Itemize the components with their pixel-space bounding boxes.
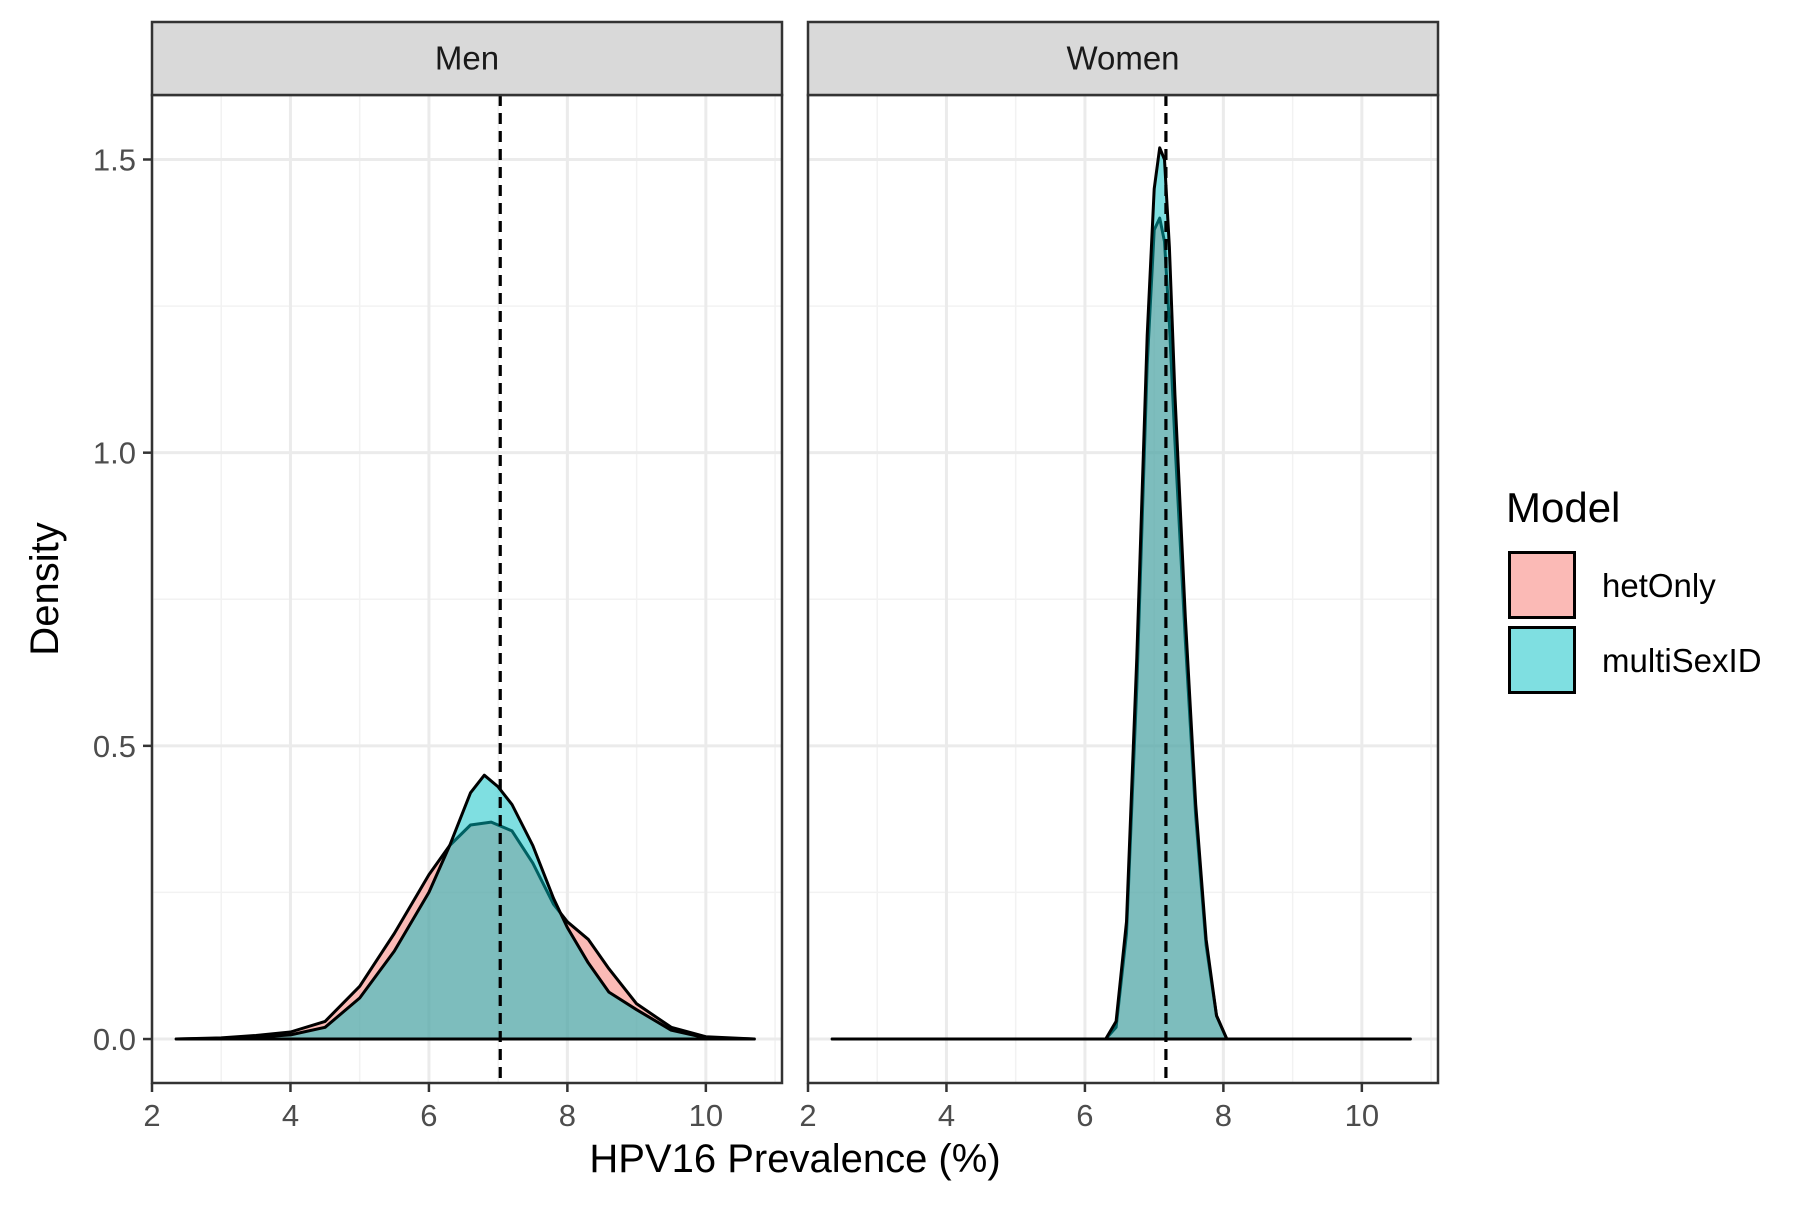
legend: Model hetOnly multiSexID <box>1506 484 1762 694</box>
x-tick-label: 10 <box>1345 1098 1379 1133</box>
legend-label-hetOnly: hetOnly <box>1602 567 1716 604</box>
x-axis-title: HPV16 Prevalence (%) <box>589 1137 1000 1181</box>
facet-strip-label: Women <box>1066 40 1179 77</box>
x-tick-label: 4 <box>282 1098 299 1133</box>
x-tick-label: 8 <box>1215 1098 1232 1133</box>
x-tick-label: 4 <box>938 1098 955 1133</box>
x-tick-label: 10 <box>689 1098 723 1133</box>
facet-panel-women: Women 2 4 6 8 10 <box>799 20 1440 1133</box>
legend-label-multiSexID: multiSexID <box>1602 642 1762 679</box>
x-tick-label: 6 <box>420 1098 437 1133</box>
facet-strip <box>806 20 1440 97</box>
legend-title: Model <box>1506 484 1620 531</box>
panel-background <box>808 95 1438 1083</box>
facet-strip <box>150 20 784 97</box>
facet-strip-label: Men <box>435 40 499 77</box>
x-tick-label: 8 <box>559 1098 576 1133</box>
x-tick-label: 6 <box>1076 1098 1093 1133</box>
y-tick-label: 0.5 <box>93 729 136 764</box>
x-tick-label: 2 <box>143 1098 160 1133</box>
y-tick-label: 1.0 <box>93 436 136 471</box>
x-tick-label: 2 <box>799 1098 816 1133</box>
y-tick-label: 1.5 <box>93 142 136 177</box>
legend-key-hetOnly <box>1508 551 1576 619</box>
facet-panel-men: Men 2 4 6 8 10 <box>143 20 784 1133</box>
y-axis-title: Density <box>23 522 67 655</box>
y-tick-label: 0.0 <box>93 1022 136 1057</box>
density-area-multiSexID <box>174 773 756 1041</box>
legend-key-multiSexID <box>1508 626 1576 694</box>
